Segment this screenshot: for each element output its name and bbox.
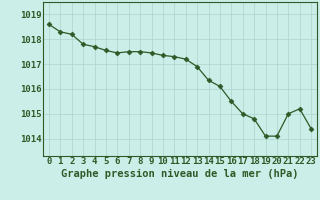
X-axis label: Graphe pression niveau de la mer (hPa): Graphe pression niveau de la mer (hPa) <box>61 169 299 179</box>
